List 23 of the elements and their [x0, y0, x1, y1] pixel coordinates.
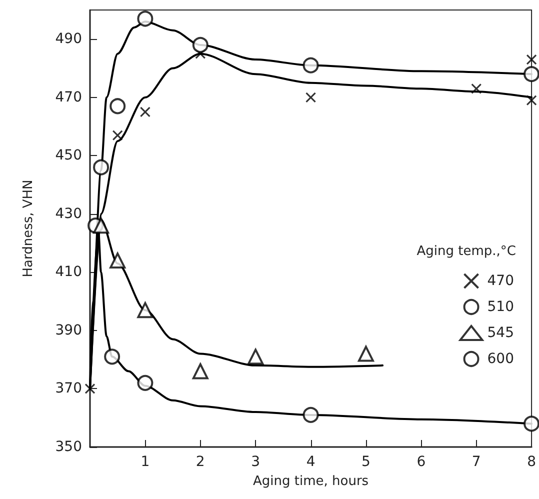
legend-label: 600: [487, 351, 514, 367]
x-tick-label: 4: [306, 454, 316, 470]
y-tick-label: 390: [55, 322, 82, 338]
y-tick-label: 410: [55, 264, 82, 280]
x-tick-label: 5: [362, 454, 370, 470]
x-tick-label: 1: [140, 454, 150, 470]
y-tick-label: 430: [55, 206, 82, 222]
y-tick-label: 470: [55, 89, 82, 106]
y-tick-label: 350: [55, 439, 82, 455]
x-tick-label: 7: [472, 454, 481, 470]
legend-label: 470: [487, 273, 514, 289]
x-tick-label: 8: [527, 454, 536, 470]
y-tick-label: 370: [55, 380, 82, 397]
x-tick-label: 3: [251, 454, 260, 470]
y-tick-label: 490: [55, 31, 82, 48]
x-tick-label: 6: [416, 454, 426, 470]
legend-label: 545: [487, 325, 514, 341]
y-tick-label: 450: [55, 148, 82, 164]
legend-title: Aging temp.,°C: [416, 244, 516, 259]
legend-label: 510: [487, 299, 514, 315]
y-axis-title: Hardness, VHN: [21, 180, 36, 278]
x-tick-label: 2: [196, 454, 205, 470]
x-axis-title: Aging time, hours: [252, 474, 369, 489]
